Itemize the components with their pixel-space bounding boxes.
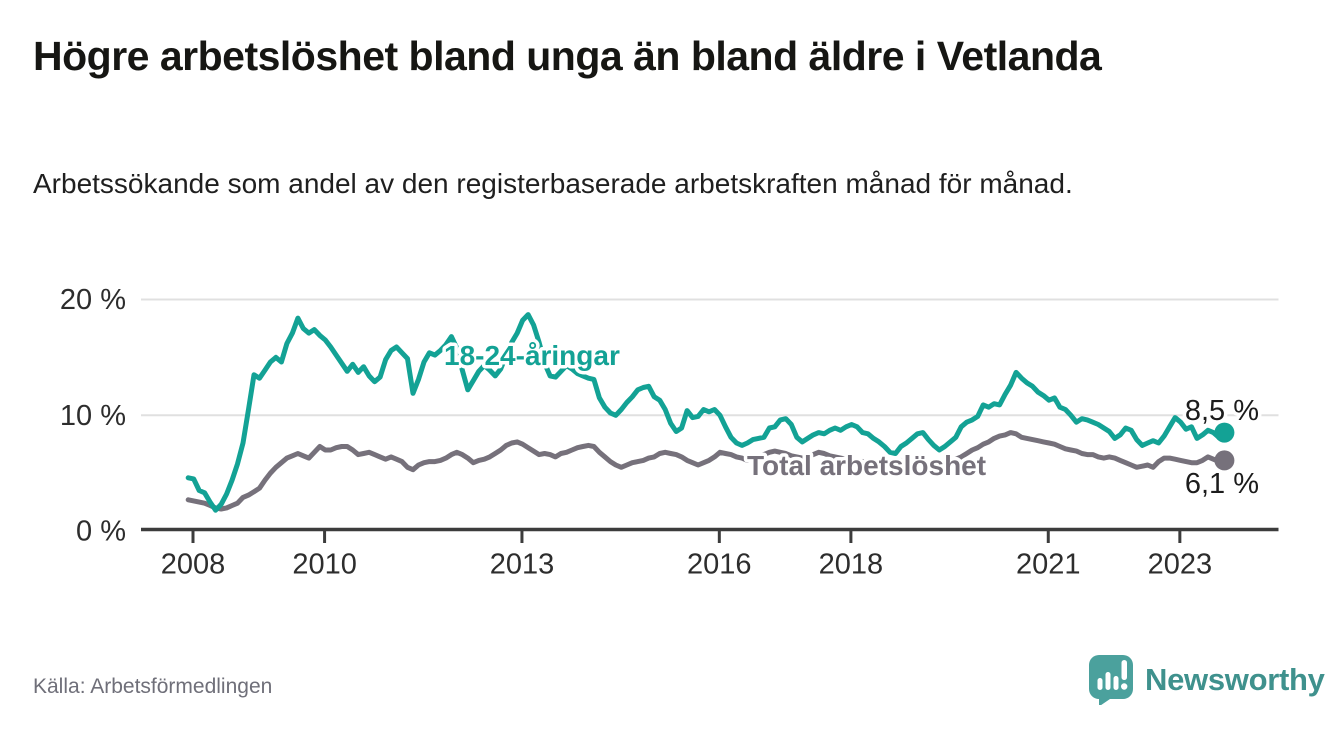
page-title: Högre arbetslöshet bland unga än bland ä… bbox=[33, 33, 1102, 79]
bar-chart-exclamation-bubble-icon bbox=[1089, 655, 1133, 705]
x-tick-label: 2016 bbox=[687, 549, 752, 581]
x-tick-label: 2018 bbox=[819, 549, 884, 581]
series-end-value-label: 6,1 % bbox=[1185, 468, 1259, 500]
chart-subtitle: Arbetssökande som andel av den registerb… bbox=[33, 168, 1073, 199]
y-tick-label: 20 % bbox=[60, 284, 126, 316]
series-label: 18-24-åringar bbox=[444, 340, 620, 371]
y-tick-label: 10 % bbox=[60, 400, 126, 432]
x-tick-label: 2023 bbox=[1148, 549, 1213, 581]
x-tick-label: 2008 bbox=[161, 549, 226, 581]
newsworthy-brand: Newsworthy bbox=[1087, 654, 1325, 705]
brand-name: Newsworthy bbox=[1145, 661, 1325, 697]
series-end-dot bbox=[1214, 422, 1235, 443]
series-end-value-label: 8,5 % bbox=[1185, 395, 1259, 427]
x-tick-label: 2021 bbox=[1016, 549, 1081, 581]
series-line bbox=[185, 430, 1227, 512]
x-tick-label: 2013 bbox=[490, 549, 555, 581]
series-label: Total arbetslöshet bbox=[747, 450, 986, 481]
x-tick-label: 2010 bbox=[292, 549, 357, 581]
unemployment-line-chart: 2008 2010 2013 2016 2018 2021 2023 0 % 10 % 20 % 1… bbox=[60, 284, 1279, 581]
y-tick-label: 0 % bbox=[76, 516, 126, 548]
series-end-dot bbox=[1214, 450, 1235, 471]
source-note: Källa: Arbetsförmedlingen bbox=[33, 675, 273, 698]
series-line bbox=[185, 312, 1227, 513]
